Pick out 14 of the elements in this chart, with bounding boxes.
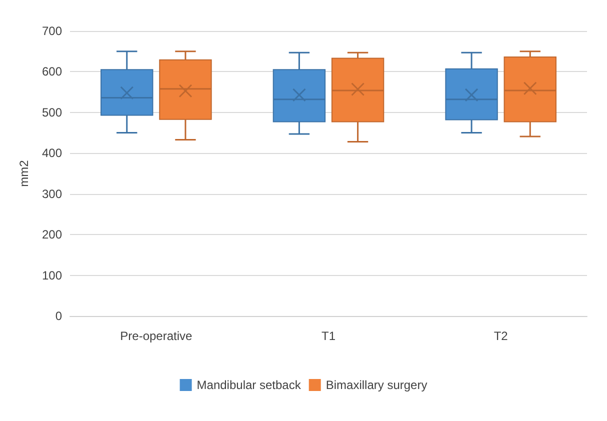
x-tick-label: Pre-operative [120, 329, 193, 343]
x-tick-label: T1 [321, 329, 336, 343]
y-tick-label: 500 [42, 105, 62, 120]
x-tick-label: T2 [494, 329, 508, 343]
y-tick-label: 400 [42, 146, 62, 160]
y-tick-label: 700 [42, 24, 62, 38]
y-tick-label: 600 [42, 64, 62, 79]
legend-label: Bimaxillary surgery [326, 378, 428, 392]
legend-label: Mandibular setback [196, 378, 302, 392]
y-tick-label: 200 [42, 228, 62, 242]
y-axis-title: mm2 [17, 160, 31, 187]
y-tick-label: 100 [42, 268, 62, 282]
y-tick-label: 300 [42, 186, 62, 201]
y-tick-label: 0 [55, 309, 62, 323]
